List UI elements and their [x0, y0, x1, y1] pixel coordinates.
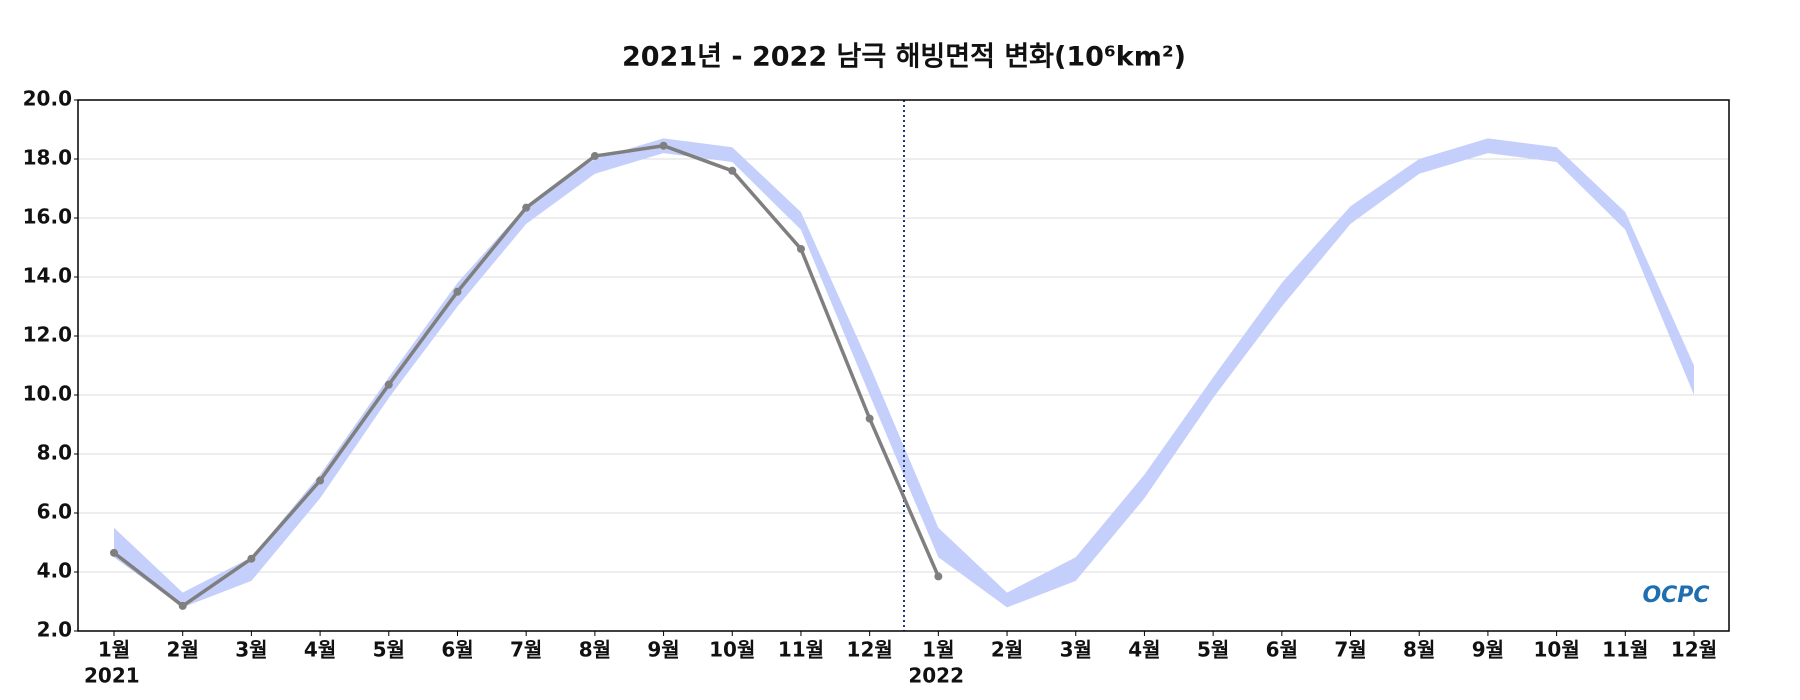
- y-tick-label: 16.0: [23, 205, 72, 229]
- year-label: 2021: [84, 664, 140, 688]
- y-tick-label: 4.0: [37, 559, 72, 583]
- plot-frame: [77, 99, 1730, 632]
- x-tick-label: 9월: [647, 638, 679, 662]
- x-tick-label: 11월: [778, 638, 824, 662]
- data-point: [590, 152, 599, 161]
- x-tick-label: 7월: [1334, 638, 1366, 662]
- x-tick-label: 11월: [1602, 638, 1648, 662]
- y-tick-label: 18.0: [23, 146, 72, 170]
- climatology-band: [114, 138, 1694, 608]
- data-point: [796, 244, 805, 253]
- data-point: [384, 380, 393, 389]
- year-label: 2022: [908, 664, 964, 688]
- x-tick-label: 3월: [1060, 638, 1092, 662]
- x-tick-label: 12월: [1671, 638, 1717, 662]
- data-point: [522, 203, 531, 212]
- y-tick-label: 20.0: [23, 87, 72, 111]
- x-tick-label: 4월: [1128, 638, 1160, 662]
- x-tick-label: 1월: [922, 638, 954, 662]
- data-point: [110, 548, 118, 557]
- x-tick-label: 9월: [1472, 638, 1504, 662]
- data-point: [728, 166, 737, 175]
- data-point: [865, 414, 874, 423]
- data-point: [247, 554, 256, 563]
- x-tick-label: 12월: [847, 638, 893, 662]
- x-tick-label: 1월: [98, 638, 130, 662]
- y-tick-label: 14.0: [23, 264, 72, 288]
- x-tick-label: 10월: [709, 638, 755, 662]
- watermark: OCPC: [1642, 583, 1709, 608]
- x-tick-label: 6월: [1266, 638, 1298, 662]
- y-tick-label: 6.0: [37, 500, 72, 524]
- y-tick-label: 10.0: [23, 382, 72, 406]
- x-tick-label: 7월: [510, 638, 542, 662]
- x-tick-label: 4월: [304, 638, 336, 662]
- x-tick-label: 6월: [441, 638, 473, 662]
- data-point: [316, 476, 325, 485]
- y-tick-label: 2.0: [37, 618, 72, 642]
- y-tick-label: 12.0: [23, 323, 72, 347]
- x-tick-label: 10월: [1533, 638, 1579, 662]
- chart-title: 2021년 - 2022 남극 해빙면적 변화(10⁶km²): [622, 42, 1186, 73]
- x-tick-label: 5월: [1197, 638, 1229, 662]
- data-point: [453, 287, 462, 296]
- x-tick-label: 2월: [167, 638, 199, 662]
- x-tick-label: 8월: [579, 638, 611, 662]
- y-tick-label: 8.0: [37, 441, 72, 465]
- x-tick-label: 8월: [1403, 638, 1435, 662]
- data-point: [934, 572, 943, 581]
- x-tick-label: 2월: [991, 638, 1023, 662]
- data-point: [178, 601, 187, 610]
- x-tick-label: 3월: [235, 638, 267, 662]
- data-point: [659, 141, 668, 150]
- x-tick-label: 5월: [373, 638, 405, 662]
